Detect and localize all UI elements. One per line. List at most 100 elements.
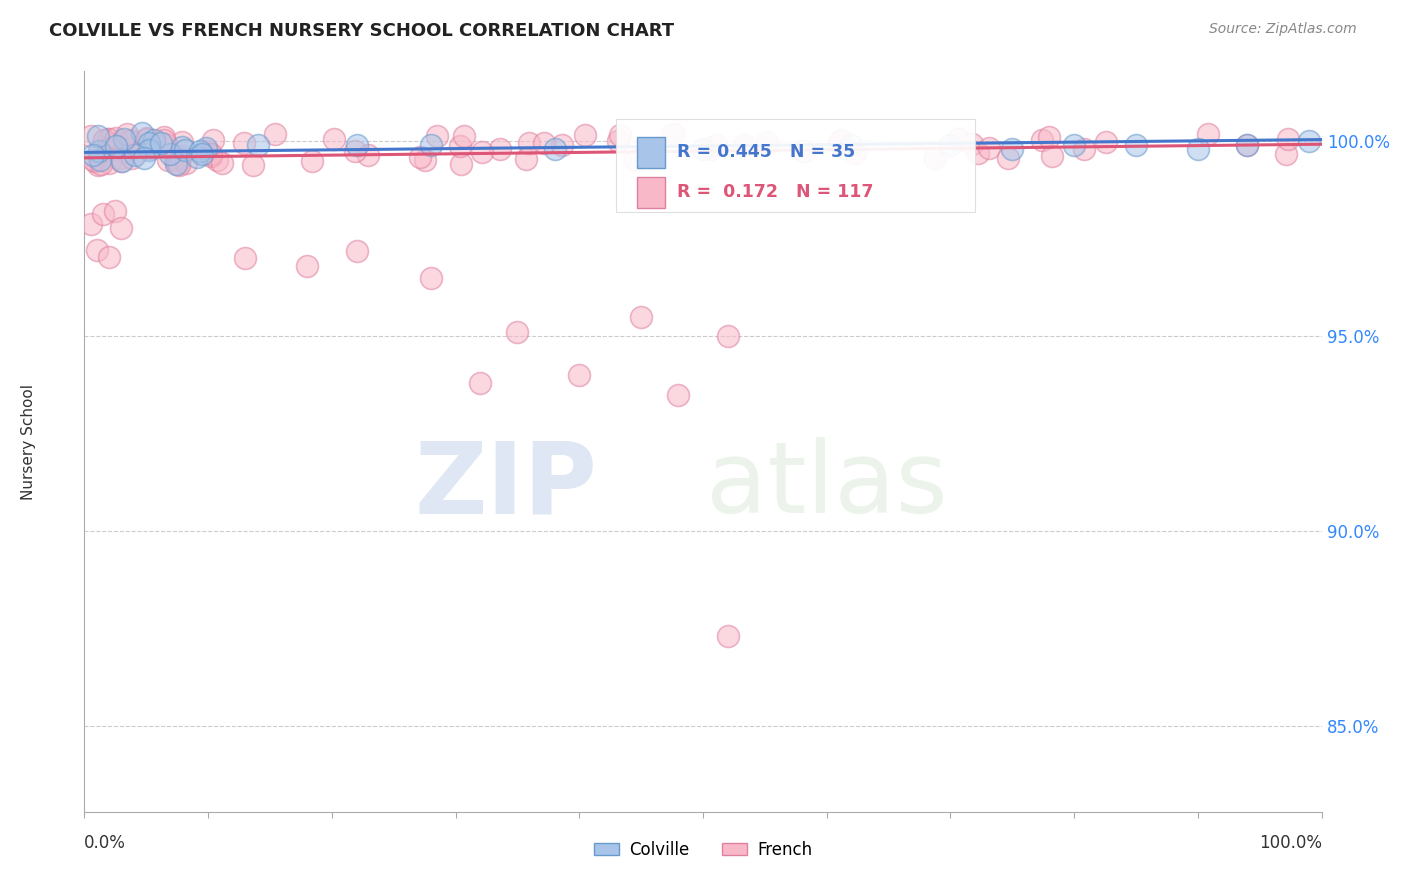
Point (640, 150, 662, 164)
Point (79, 218, 101, 232)
Point (110, 151, 132, 165)
Point (174, 156, 197, 170)
Text: 100.0%: 100.0% (1258, 834, 1322, 852)
Point (138, 143, 160, 157)
Point (793, 144, 815, 158)
Point (142, 132, 165, 146)
Point (967, 145, 990, 160)
Point (1031, 133, 1053, 147)
Point (1042, 149, 1064, 163)
Point (104, 204, 127, 219)
Point (195, 144, 218, 158)
Point (103, 137, 125, 152)
Point (121, 151, 143, 165)
Point (419, 271, 441, 285)
Point (409, 150, 432, 164)
Point (704, 137, 727, 152)
Point (156, 153, 179, 167)
Text: COLVILLE VS FRENCH NURSERY SCHOOL CORRELATION CHART: COLVILLE VS FRENCH NURSERY SCHOOL CORREL… (49, 22, 675, 40)
Point (733, 137, 755, 152)
Point (79, 128, 101, 143)
Point (1187, 142, 1209, 156)
Point (111, 135, 134, 149)
Point (211, 156, 233, 170)
Point (453, 128, 475, 143)
Point (717, 629, 740, 643)
Point (124, 147, 146, 161)
Point (346, 138, 368, 153)
Point (112, 132, 135, 146)
Point (624, 153, 647, 167)
Point (91, 207, 114, 221)
Text: 0.0%: 0.0% (84, 834, 127, 852)
Point (170, 136, 193, 150)
Point (107, 141, 129, 155)
Point (87, 144, 110, 158)
Point (150, 136, 173, 150)
Point (90, 157, 112, 171)
Point (169, 149, 191, 163)
Point (188, 144, 211, 158)
Point (1125, 138, 1147, 153)
Point (135, 130, 157, 145)
Point (1001, 142, 1024, 156)
Point (661, 128, 683, 142)
Point (533, 136, 555, 150)
Point (607, 134, 630, 148)
Point (233, 252, 256, 266)
Point (946, 131, 969, 145)
Point (200, 149, 222, 163)
Point (470, 376, 492, 390)
Point (357, 147, 380, 161)
Point (263, 127, 285, 141)
Point (489, 142, 512, 156)
Point (201, 133, 224, 147)
Point (155, 137, 177, 152)
Point (105, 131, 128, 145)
Point (110, 220, 132, 235)
Point (939, 138, 962, 153)
Point (138, 136, 160, 150)
Point (323, 132, 346, 146)
Point (830, 133, 852, 147)
Point (997, 151, 1019, 165)
Point (979, 141, 1001, 155)
Point (172, 140, 194, 154)
Point (93, 134, 115, 148)
Point (517, 136, 540, 150)
Point (167, 157, 190, 171)
Point (186, 149, 208, 163)
Point (97, 132, 120, 146)
Point (1038, 129, 1060, 144)
Point (1236, 137, 1258, 152)
Point (131, 126, 153, 140)
Point (1298, 135, 1320, 149)
Point (756, 135, 779, 149)
Point (844, 146, 866, 161)
Point (246, 138, 269, 153)
Point (117, 128, 139, 142)
Point (1063, 138, 1085, 153)
Point (111, 145, 134, 159)
Text: R = 0.445   N = 35: R = 0.445 N = 35 (678, 144, 855, 161)
Point (543, 142, 565, 156)
Point (174, 143, 197, 157)
Point (1275, 147, 1298, 161)
Point (568, 368, 591, 383)
Point (165, 156, 187, 170)
Point (163, 153, 186, 167)
Point (200, 146, 222, 161)
Point (205, 153, 228, 167)
Point (343, 144, 366, 158)
Point (159, 147, 181, 161)
Point (960, 136, 983, 151)
Point (153, 129, 176, 144)
Point (506, 326, 529, 340)
Point (1197, 127, 1219, 141)
Point (86, 243, 108, 257)
Point (104, 139, 127, 153)
Point (82, 153, 104, 167)
Point (242, 157, 264, 171)
Point (1236, 138, 1258, 153)
Point (82, 148, 104, 162)
